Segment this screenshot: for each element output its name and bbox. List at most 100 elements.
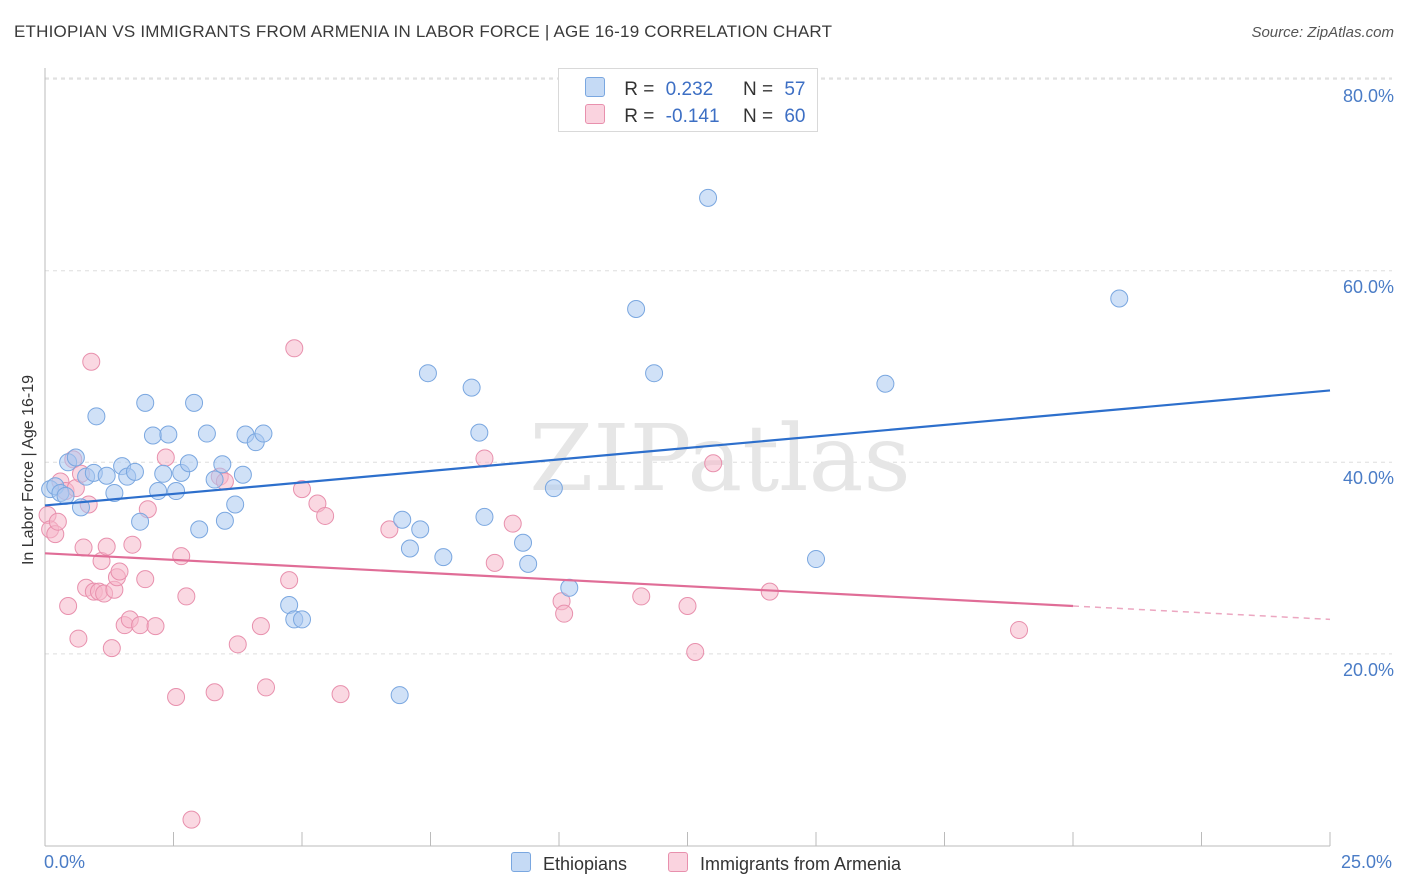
data-point <box>97 466 116 485</box>
chart-source: Source: ZipAtlas.com <box>1251 24 1394 41</box>
legend-r-value: 0.232 <box>665 79 714 100</box>
data-point <box>159 425 178 444</box>
data-point <box>876 374 895 393</box>
data-point <box>434 548 453 567</box>
legend-n-label: N = <box>742 106 774 127</box>
data-point <box>131 512 150 531</box>
data-point <box>293 480 311 499</box>
data-point <box>105 483 124 502</box>
data-point <box>316 506 335 525</box>
data-point <box>136 570 155 589</box>
y-tick-label-60: 60.0% <box>1342 277 1394 297</box>
data-point <box>87 407 106 426</box>
data-point <box>110 562 129 581</box>
data-point <box>807 550 825 569</box>
data-point <box>136 393 155 412</box>
data-point <box>167 482 186 501</box>
correlation-legend: R = 0.232 N = 57 R = -0.141 N = 60 <box>558 68 818 132</box>
legend-item-armenia[interactable]: Immigrants from Armenia <box>668 852 901 875</box>
x-tick-label-min: 0.0% <box>44 852 86 872</box>
data-point <box>233 465 252 484</box>
y-tick-label-40: 40.0% <box>1342 468 1394 488</box>
axes <box>44 68 1331 847</box>
data-point <box>205 683 224 702</box>
data-point <box>632 587 651 606</box>
data-point <box>390 686 409 705</box>
x-tick-label-max: 25.0% <box>1340 852 1392 872</box>
legend-n-value: 60 <box>784 106 806 127</box>
trend-line-armenia-extension <box>1072 605 1331 621</box>
data-point <box>686 642 705 661</box>
data-point <box>418 364 437 383</box>
data-point <box>560 578 579 597</box>
data-point <box>475 507 494 526</box>
legend-item-ethiopians[interactable]: Ethiopians <box>511 852 627 875</box>
data-point <box>627 300 646 319</box>
data-point <box>215 511 234 530</box>
data-point <box>213 455 232 474</box>
data-point <box>514 533 533 552</box>
legend-swatch-armenia <box>668 852 688 872</box>
data-point <box>704 454 723 473</box>
data-point <box>82 352 101 371</box>
trend-line-ethiopians <box>44 389 1331 507</box>
chart-title: ETHIOPIAN VS IMMIGRANTS FROM ARMENIA IN … <box>14 22 833 41</box>
data-point <box>462 378 481 397</box>
y-tick-label-80: 80.0% <box>1342 86 1394 106</box>
data-point <box>172 547 191 566</box>
data-point <box>59 597 78 615</box>
data-point <box>205 470 224 489</box>
data-point <box>66 448 85 467</box>
legend-n-label: N = <box>742 79 774 100</box>
legend-label-ethiopians: Ethiopians <box>543 854 628 874</box>
data-point <box>285 339 304 358</box>
legend-r-value: -0.141 <box>665 106 720 127</box>
trend-lines <box>44 389 1331 621</box>
data-point <box>185 393 204 412</box>
trend-line-armenia <box>44 552 1074 608</box>
data-point <box>485 553 504 572</box>
data-point <box>470 423 489 442</box>
data-point <box>74 538 93 557</box>
data-point <box>197 424 216 443</box>
series-ethiopians-points <box>41 188 1129 705</box>
data-point <box>331 685 350 704</box>
data-point <box>149 482 168 501</box>
data-point <box>519 554 538 573</box>
data-point <box>123 535 142 554</box>
data-point <box>226 495 245 514</box>
data-point <box>699 188 718 207</box>
data-point <box>167 688 186 707</box>
data-point <box>645 364 664 383</box>
data-point <box>1010 620 1029 639</box>
y-tick-label-20: 20.0% <box>1342 660 1394 680</box>
data-point <box>156 448 175 467</box>
data-point <box>48 512 67 531</box>
data-point <box>154 464 173 483</box>
gridlines <box>45 77 1392 655</box>
legend-row-ethiopians: R = 0.232 N = 57 <box>585 77 805 101</box>
data-point <box>131 616 150 635</box>
legend-swatch-armenia <box>585 104 605 124</box>
legend-label-armenia: Immigrants from Armenia <box>700 854 902 874</box>
data-point <box>190 520 209 539</box>
data-point <box>182 810 201 829</box>
data-point <box>257 678 276 697</box>
data-point <box>179 454 198 473</box>
data-point <box>400 539 419 558</box>
data-point <box>555 604 574 623</box>
data-point <box>102 639 121 658</box>
data-point <box>411 520 430 539</box>
data-point <box>56 486 75 505</box>
legend-n-value: 57 <box>784 79 806 100</box>
data-point <box>503 514 522 533</box>
data-point <box>380 520 399 539</box>
data-point <box>125 462 144 481</box>
data-point <box>69 629 88 648</box>
data-point <box>1110 289 1129 308</box>
data-point <box>678 597 697 615</box>
data-point <box>143 426 162 445</box>
data-point <box>254 424 273 443</box>
data-point <box>280 571 299 590</box>
